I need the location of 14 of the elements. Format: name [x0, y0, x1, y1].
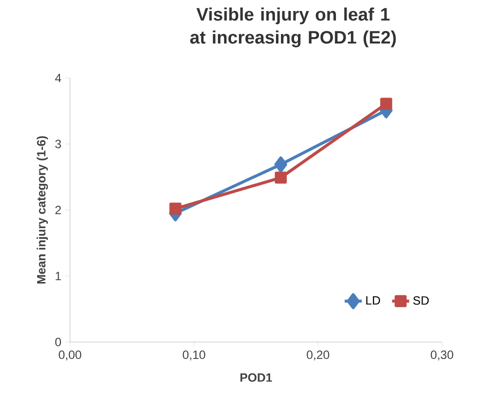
- x-tick-label: 0,30: [430, 350, 454, 360]
- legend-label: SD: [413, 296, 429, 305]
- y-tick-label: 2: [55, 206, 61, 214]
- y-tick-label: 1: [56, 272, 61, 280]
- x-axis-title: POD1: [240, 373, 272, 382]
- x-tick-label: 0,20: [306, 350, 330, 360]
- x-tick-label: 0,10: [182, 350, 206, 360]
- y-tick-label: 3: [55, 140, 61, 148]
- chart-title: Visible injury on leaf 1 at increasing POD1 (E2): [190, 7, 396, 48]
- y-tick-label: 4: [55, 74, 62, 82]
- y-tick-label: 0: [55, 338, 62, 346]
- legend-label: LD: [366, 296, 380, 305]
- x-tick-label: 0,00: [58, 350, 82, 360]
- y-axis-title: Mean injury category (1-6): [36, 136, 48, 284]
